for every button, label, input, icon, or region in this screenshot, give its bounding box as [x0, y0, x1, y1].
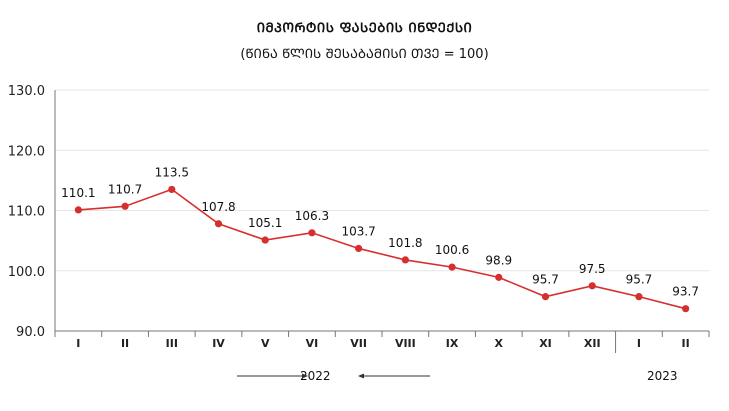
- data-point: [495, 273, 503, 281]
- y-tick-label: 100.0: [8, 265, 45, 280]
- data-point: [261, 236, 269, 244]
- x-tick-label: XI: [539, 337, 552, 350]
- y-tick-label: 130.0: [8, 84, 45, 99]
- x-tick-label: X: [495, 337, 504, 350]
- data-label: 106.3: [295, 209, 329, 223]
- data-point: [214, 220, 223, 228]
- data-label: 103.7: [341, 224, 375, 238]
- data-label: 97.5: [579, 262, 606, 276]
- data-label: 107.8: [201, 200, 235, 214]
- x-tick-label: II: [682, 337, 690, 350]
- data-label: 105.1: [248, 216, 282, 230]
- x-tick-label: IX: [446, 337, 459, 350]
- year-range-arrow-right: [302, 373, 308, 379]
- x-tick-label: I: [76, 337, 80, 350]
- year-range-arrow-left: [358, 373, 364, 379]
- x-tick-label: IV: [212, 337, 225, 350]
- x-axis: I II III IV V VI VII VIII IX X XI XII I II: [54, 90, 710, 353]
- x-tick-label: III: [166, 337, 178, 350]
- x-tick-label: VI: [306, 337, 319, 350]
- data-point: [74, 206, 82, 214]
- x-tick-label: I: [637, 337, 641, 350]
- gridlines: [55, 89, 709, 272]
- series-line: [78, 188, 686, 310]
- x-tick-label: V: [261, 337, 270, 350]
- x-tick-label: XII: [584, 337, 601, 350]
- data-point: [682, 305, 690, 313]
- data-point: [635, 293, 643, 301]
- year-label-2023: 2023: [647, 369, 678, 383]
- chart-subtitle: (ᲬᲘᲜᲐ ᲬᲚᲘᲡ ᲨᲔᲡᲐᲑᲐᲛᲘᲡᲘ ᲗᲕᲔ = 100): [240, 47, 489, 62]
- data-label: 93.7: [672, 285, 699, 299]
- data-point: [448, 263, 456, 271]
- data-point: [401, 256, 409, 264]
- data-label: 110.7: [108, 182, 142, 196]
- y-tick-label: 110.0: [8, 205, 45, 220]
- data-label: 95.7: [532, 273, 559, 287]
- data-label: 113.5: [155, 165, 189, 179]
- data-labels: 110.1 110.7 113.5 107.8 105.1 106.3 103.7 101.8…: [61, 165, 699, 298]
- data-point: [588, 282, 596, 290]
- data-point: [121, 202, 129, 210]
- year-label-2022: 2022: [300, 369, 331, 383]
- y-tick-label: 120.0: [8, 144, 45, 159]
- x-tick-label: VIII: [395, 337, 416, 350]
- y-tick-label: 90.0: [16, 325, 45, 340]
- data-label: 101.8: [388, 236, 422, 250]
- series: [74, 185, 690, 313]
- x-tick-label: II: [121, 337, 129, 350]
- x-tick-label: VII: [350, 337, 367, 350]
- y-axis: 90.0 100.0 110.0 120.0 130.0: [8, 84, 45, 340]
- year-groups: 2022 2023: [237, 369, 678, 383]
- data-point: [355, 244, 363, 253]
- data-label: 110.1: [61, 186, 95, 200]
- chart-title: ᲘᲛᲞᲝᲠᲢᲘᲡ ᲤᲐᲡᲔᲑᲘᲡ ᲘᲜᲓᲔᲥᲡᲘ: [256, 21, 473, 36]
- data-point: [168, 185, 176, 194]
- data-label: 98.9: [485, 253, 512, 267]
- data-label: 95.7: [626, 273, 653, 287]
- data-label: 100.6: [435, 243, 469, 257]
- data-point: [541, 293, 550, 301]
- data-point: [308, 229, 316, 237]
